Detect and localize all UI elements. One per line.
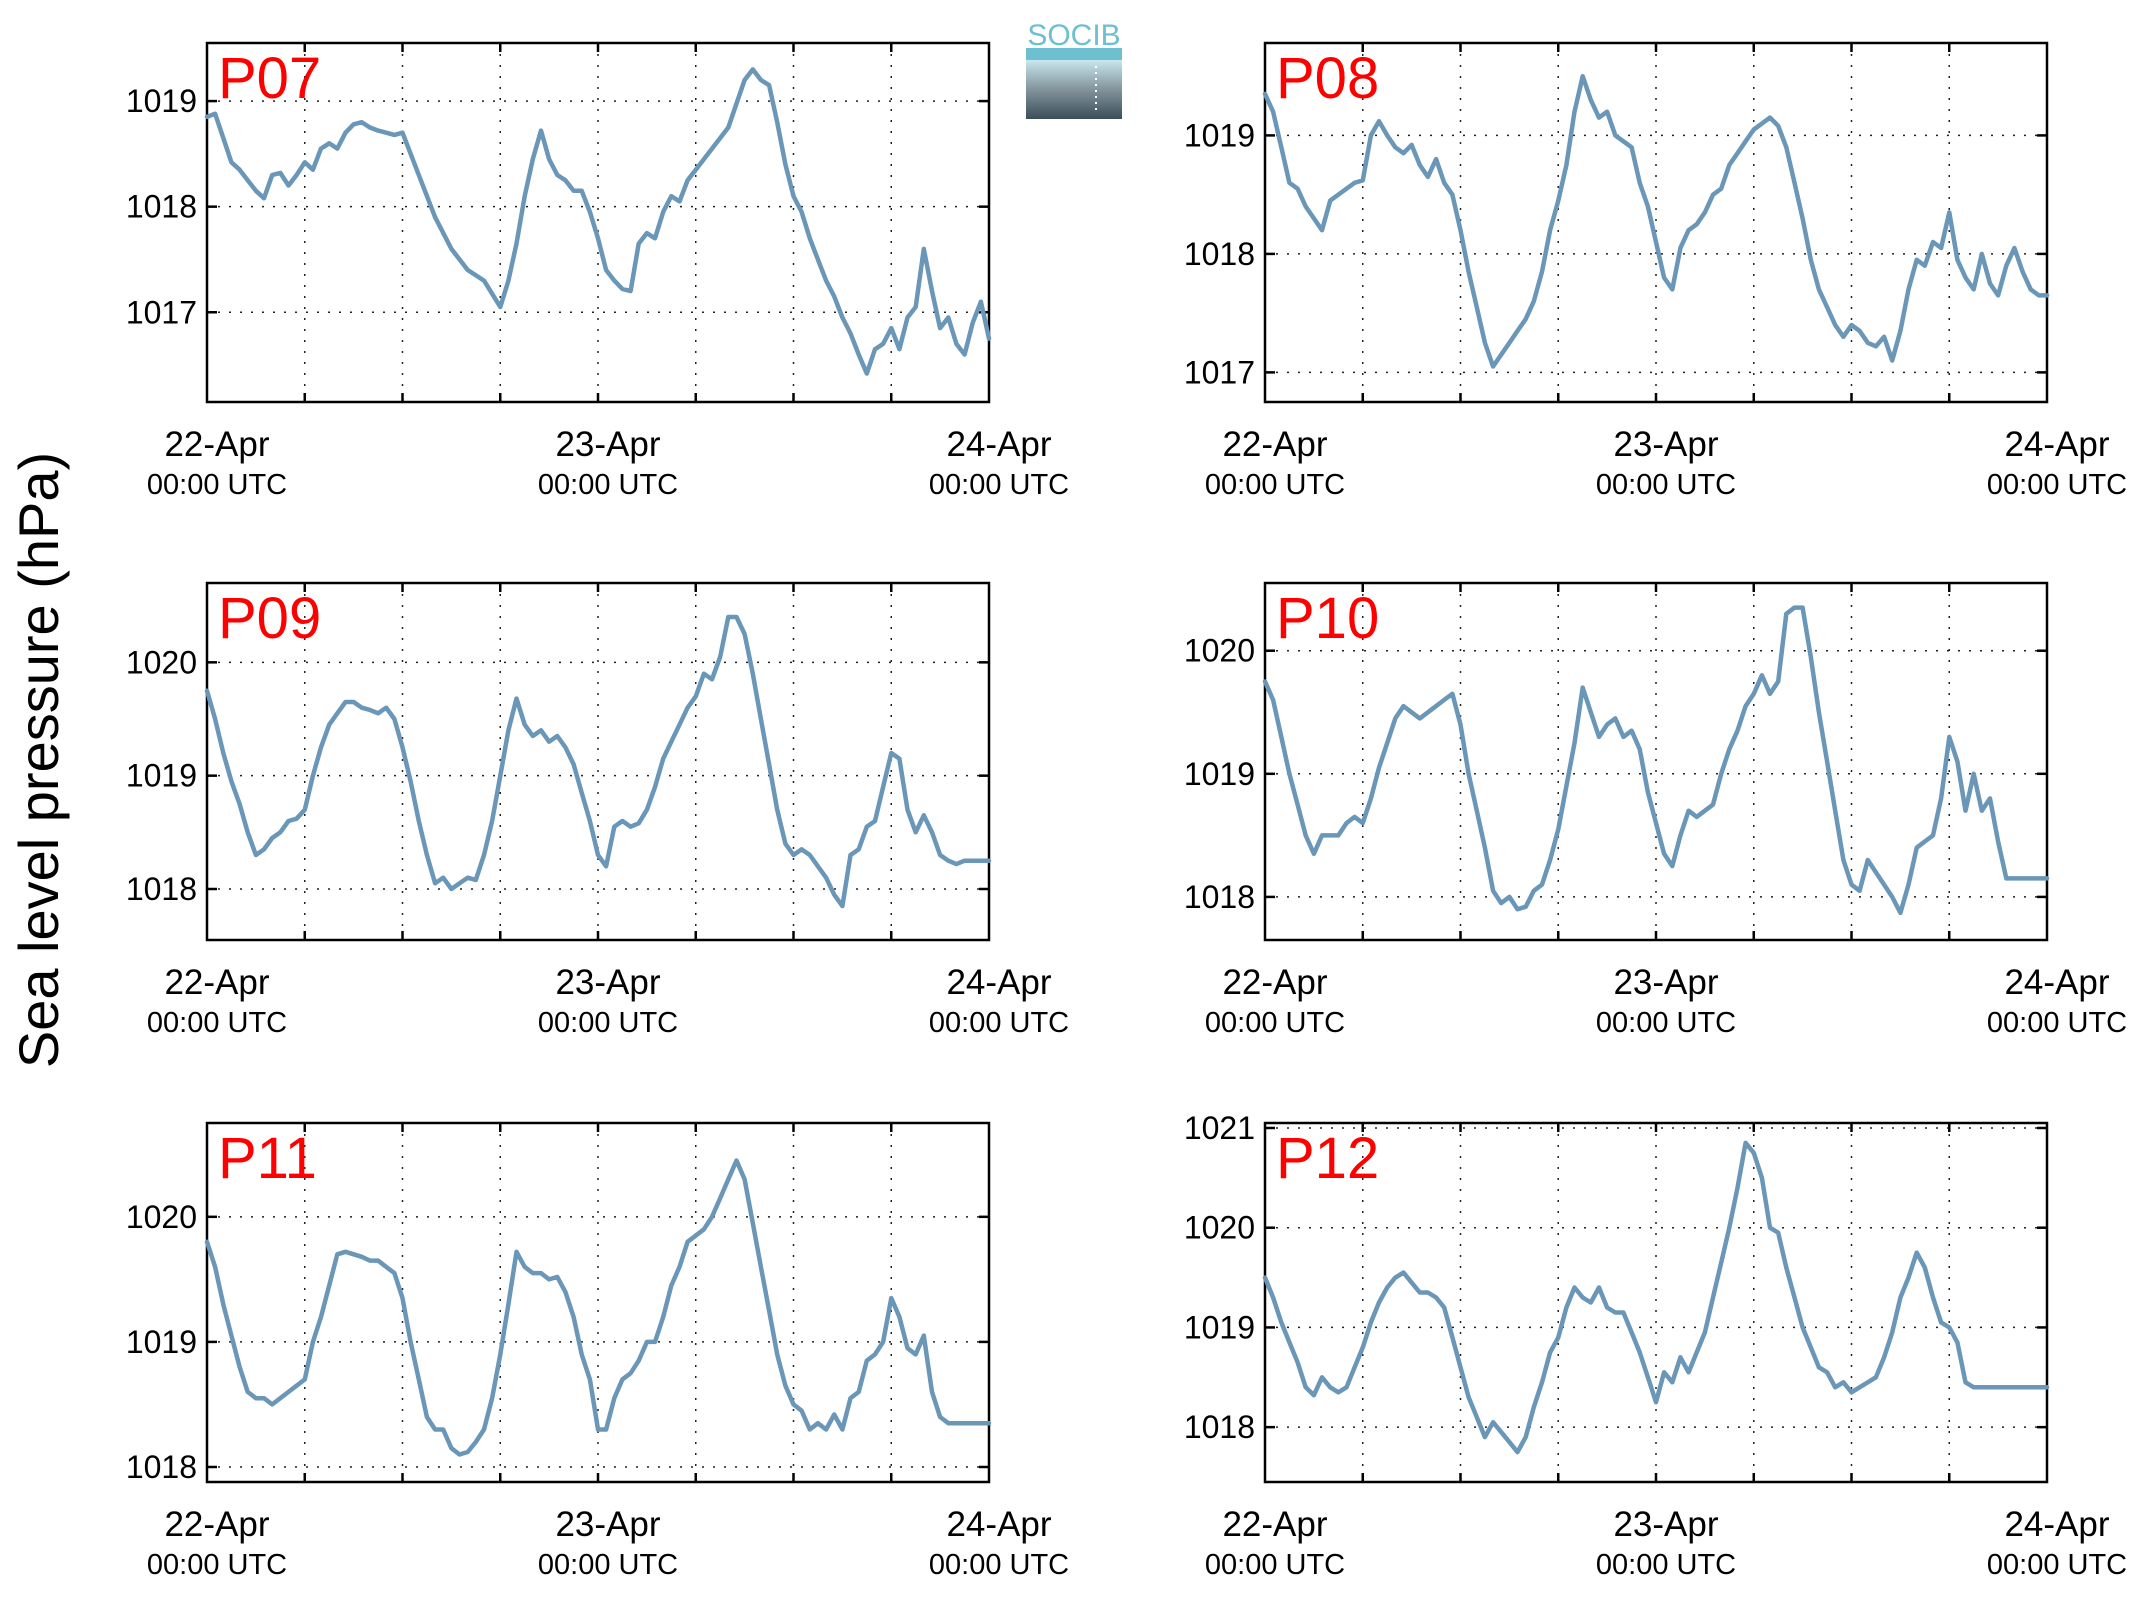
p12-x-tick-date: 22-Apr <box>1222 1505 1327 1544</box>
p07-x-tick-time: 00:00 UTC <box>929 469 1069 501</box>
p07-y-tick-label: 1017 <box>126 294 197 330</box>
p08-y-tick-label: 1019 <box>1184 117 1255 153</box>
p07-y-tick-label: 1019 <box>126 83 197 119</box>
p12-x-tick-time: 00:00 UTC <box>1596 1549 1736 1581</box>
p07-x-tick-date: 23-Apr <box>555 425 660 464</box>
p10-y-tick-label: 1018 <box>1184 879 1255 915</box>
p11-plot-frame <box>205 1121 991 1484</box>
p11-y-tick-label: 1020 <box>126 1199 197 1235</box>
p10-panel-label: P10 <box>1276 586 1379 651</box>
p09-x-tick-date: 24-Apr <box>946 963 1051 1002</box>
p07-plot-frame <box>205 41 991 404</box>
p12-x-tick-date: 23-Apr <box>1613 1505 1718 1544</box>
p08-panel-label: P08 <box>1276 46 1379 111</box>
p12-y-tick-label: 1020 <box>1184 1210 1255 1246</box>
p07-x-tick-date: 22-Apr <box>164 425 269 464</box>
panel-p12: 1018 1019 1020 1021 22-Apr 00:00 UTC 23-Apr 00:… <box>1184 1110 2127 1581</box>
p11-x-tick-date: 22-Apr <box>164 1505 269 1544</box>
p09-x-tick-time: 00:00 UTC <box>538 1007 678 1039</box>
y-axis-label: Sea level pressure (hPa) <box>7 452 70 1068</box>
p11-y-tick-label: 1019 <box>126 1324 197 1360</box>
p11-x-tick-time: 00:00 UTC <box>538 1549 678 1581</box>
p07-pressure-line <box>204 67 992 376</box>
p11-x-tick-date: 24-Apr <box>946 1505 1051 1544</box>
p08-x-tick-date: 22-Apr <box>1222 425 1327 464</box>
socib-logo-block <box>1026 60 1122 119</box>
p07-x-tick-date: 24-Apr <box>946 425 1051 464</box>
panel-p07: 1017 1018 1019 22-Apr 00:00 UTC 23-Apr 00:00 U… <box>126 41 1069 501</box>
p12-panel-label: P12 <box>1276 1126 1379 1191</box>
p08-x-tick-date: 23-Apr <box>1613 425 1718 464</box>
p12-y-tick-label: 1018 <box>1184 1409 1255 1445</box>
p10-x-tick-time: 00:00 UTC <box>1596 1007 1736 1039</box>
p10-x-tick-time: 00:00 UTC <box>1987 1007 2127 1039</box>
p11-pressure-line <box>204 1158 992 1457</box>
p07-panel-label: P07 <box>218 46 321 111</box>
panel-p09: 1018 1019 1020 22-Apr 00:00 UTC 23-Apr 00:00 U… <box>126 581 1069 1039</box>
p10-x-tick-date: 22-Apr <box>1222 963 1327 1002</box>
socib-logo-band <box>1026 48 1122 60</box>
p07-y-tick-label: 1018 <box>126 189 197 225</box>
p08-pressure-line <box>1262 73 2050 369</box>
p09-pressure-line <box>204 614 992 909</box>
p08-y-tick-label: 1017 <box>1184 354 1255 390</box>
p08-x-tick-time: 00:00 UTC <box>1987 469 2127 501</box>
p09-x-tick-time: 00:00 UTC <box>147 1007 287 1039</box>
p12-plot-frame <box>1263 1121 2049 1484</box>
p09-plot-frame <box>205 581 991 942</box>
p12-y-tick-label: 1019 <box>1184 1309 1255 1345</box>
p10-pressure-line <box>1262 605 2050 916</box>
p11-x-tick-time: 00:00 UTC <box>929 1549 1069 1581</box>
p12-y-tick-label: 1021 <box>1184 1110 1255 1146</box>
p12-pressure-line <box>1262 1140 2050 1455</box>
p11-y-tick-label: 1018 <box>126 1449 197 1485</box>
p09-y-tick-label: 1018 <box>126 871 197 907</box>
p09-y-tick-label: 1020 <box>126 644 197 680</box>
p11-x-tick-time: 00:00 UTC <box>147 1549 287 1581</box>
p08-x-tick-time: 00:00 UTC <box>1596 469 1736 501</box>
p08-x-tick-date: 24-Apr <box>2004 425 2109 464</box>
p10-y-tick-label: 1020 <box>1184 633 1255 669</box>
p08-plot-frame <box>1263 41 2049 404</box>
panel-p08: 1017 1018 1019 22-Apr 00:00 UTC 23-Apr 00:00 U… <box>1184 41 2127 501</box>
p09-x-tick-date: 23-Apr <box>555 963 660 1002</box>
p09-y-tick-label: 1019 <box>126 758 197 794</box>
panel-p11: 1018 1019 1020 22-Apr 00:00 UTC 23-Apr 00:00 U… <box>126 1121 1069 1581</box>
p09-x-tick-time: 00:00 UTC <box>929 1007 1069 1039</box>
p10-y-tick-label: 1019 <box>1184 756 1255 792</box>
p07-x-tick-time: 00:00 UTC <box>538 469 678 501</box>
p07-x-tick-time: 00:00 UTC <box>147 469 287 501</box>
p08-y-tick-label: 1018 <box>1184 236 1255 272</box>
socib-logo: SOCIB <box>1026 19 1122 119</box>
p11-panel-label: P11 <box>218 1126 317 1191</box>
p10-x-tick-date: 24-Apr <box>2004 963 2109 1002</box>
p10-x-tick-date: 23-Apr <box>1613 963 1718 1002</box>
p09-x-tick-date: 22-Apr <box>164 963 269 1002</box>
p12-x-tick-date: 24-Apr <box>2004 1505 2109 1544</box>
socib-logo-text: SOCIB <box>1027 19 1120 52</box>
panel-p10: 1018 1019 1020 22-Apr 00:00 UTC 23-Apr 00:00 U… <box>1184 581 2127 1039</box>
p10-plot-frame <box>1263 581 2049 942</box>
p09-panel-label: P09 <box>218 586 321 651</box>
p10-x-tick-time: 00:00 UTC <box>1205 1007 1345 1039</box>
p12-x-tick-time: 00:00 UTC <box>1987 1549 2127 1581</box>
p11-x-tick-date: 23-Apr <box>555 1505 660 1544</box>
p12-x-tick-time: 00:00 UTC <box>1205 1549 1345 1581</box>
p08-x-tick-time: 00:00 UTC <box>1205 469 1345 501</box>
